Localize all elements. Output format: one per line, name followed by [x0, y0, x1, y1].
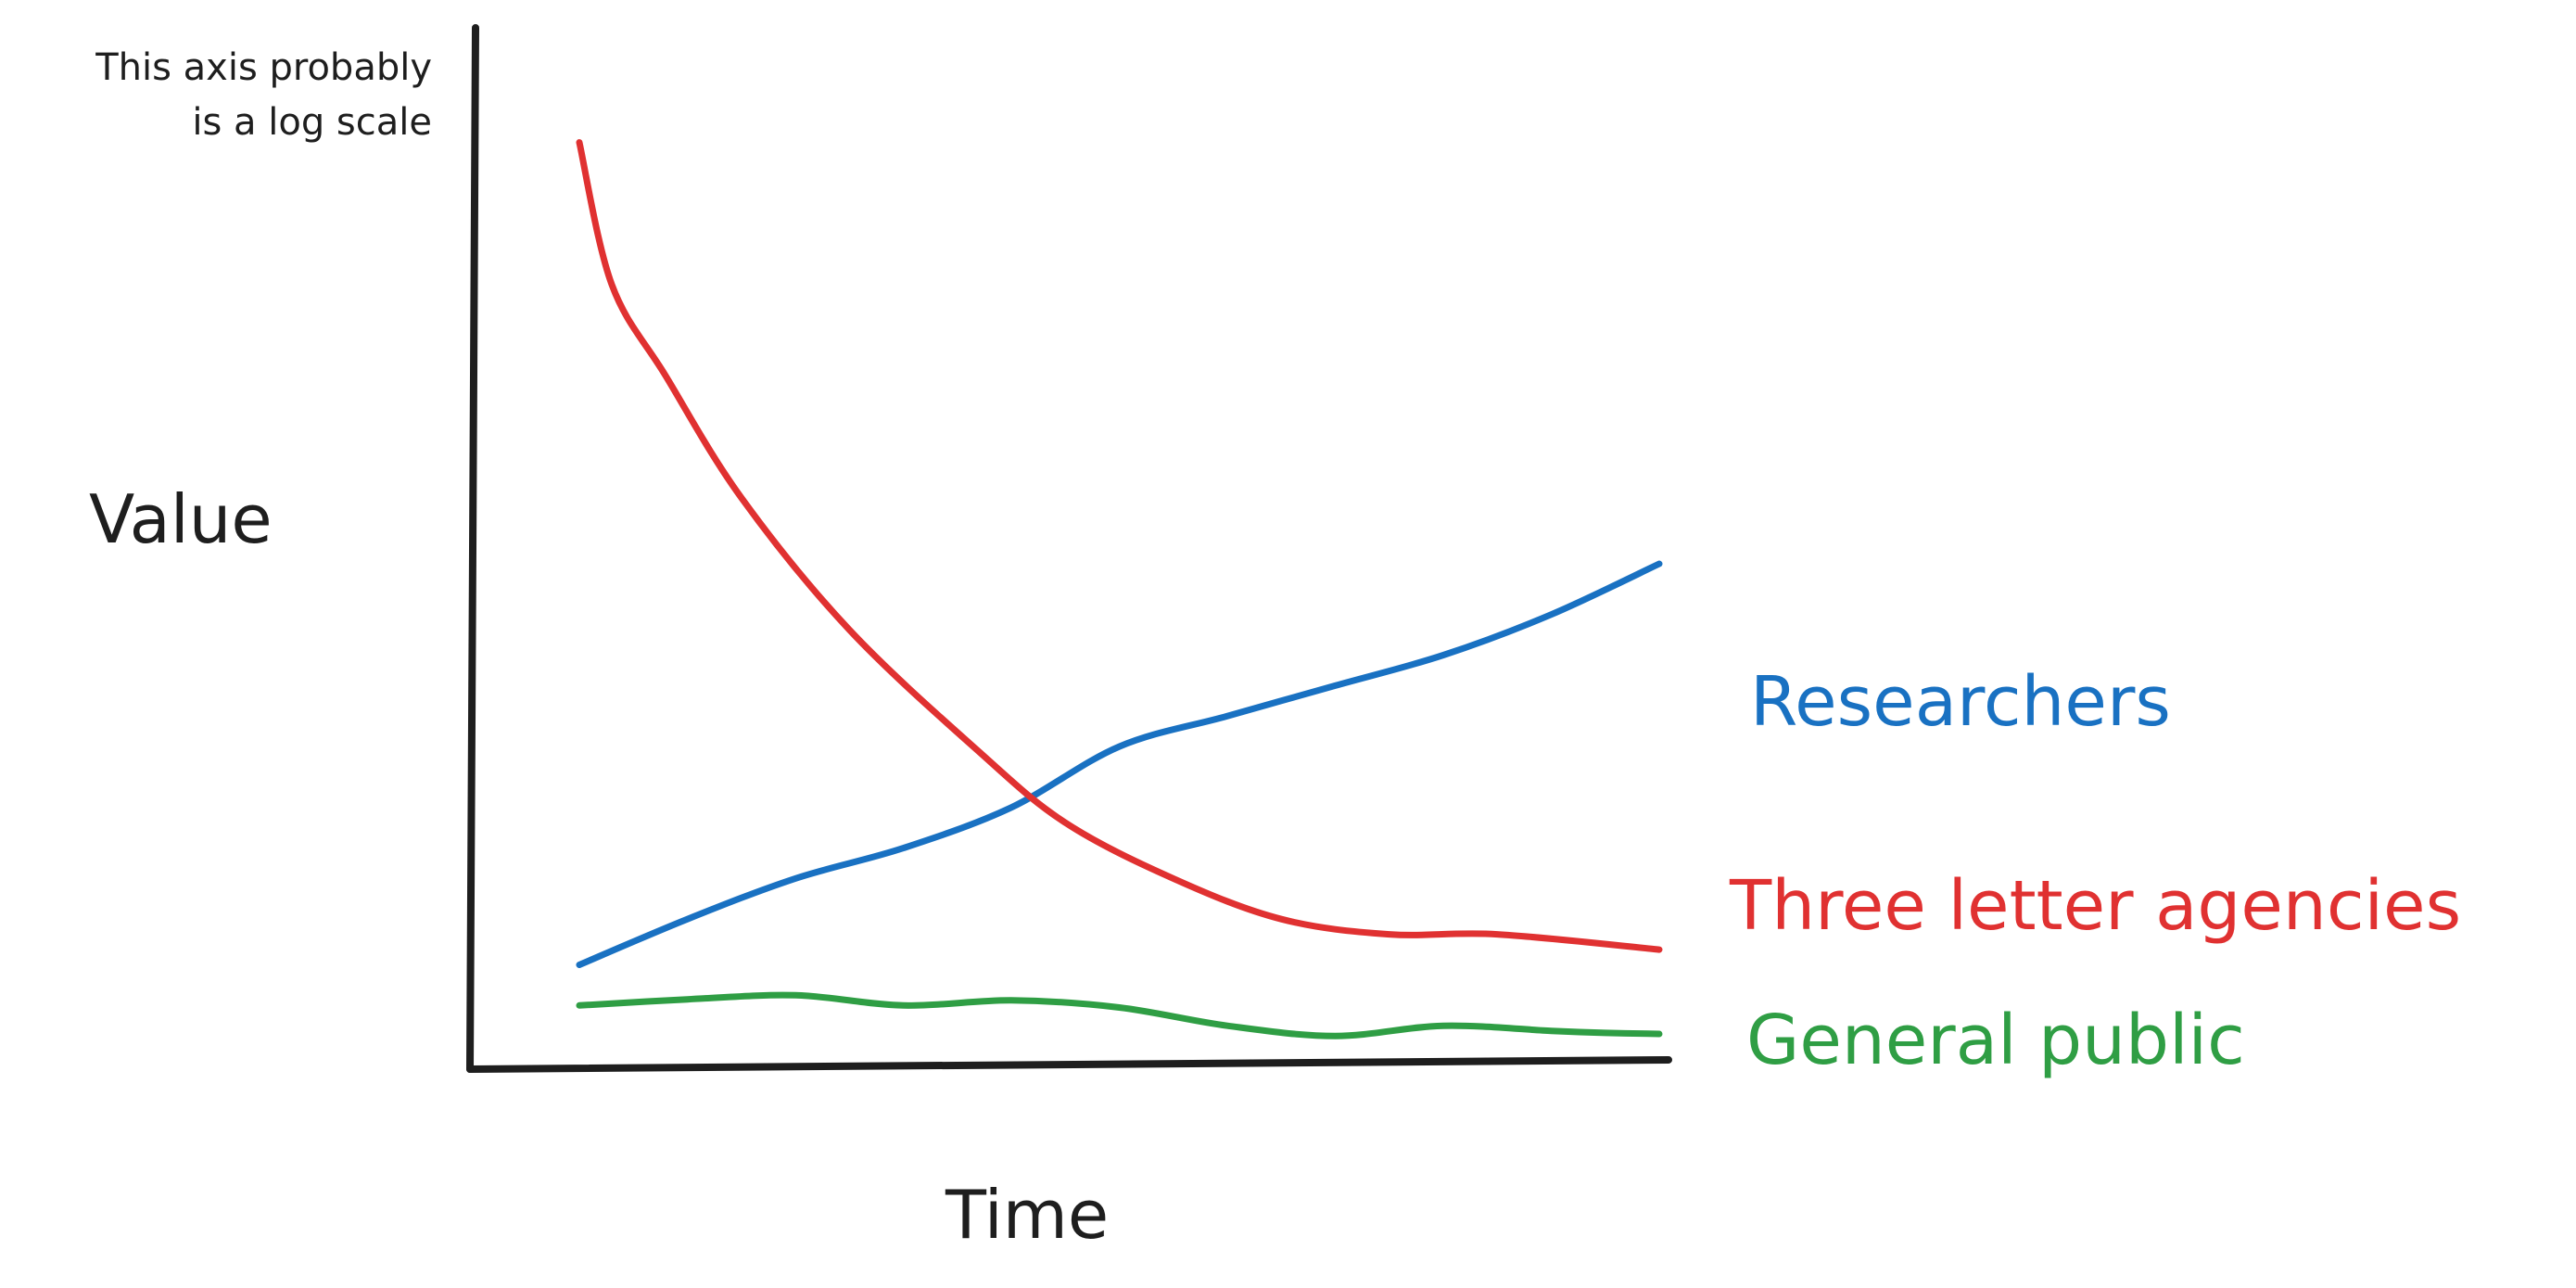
- series-line-three-letter-agencies: [576, 139, 1663, 953]
- x-axis-line: [466, 1056, 1672, 1073]
- series-label-researchers: Researchers: [1750, 662, 2171, 742]
- axis-annotation-line-1: This axis probably: [95, 46, 432, 89]
- y-axis-line: [466, 24, 479, 1073]
- x-axis-label: Time: [945, 1176, 1109, 1254]
- series-line-general-public: [576, 991, 1663, 1039]
- axis-annotation-line-2: is a log scale: [192, 101, 432, 144]
- series-label-three-letter-agencies: Three letter agencies: [1729, 866, 2461, 946]
- y-axis-label: Value: [89, 480, 273, 558]
- series-line-researchers: [576, 560, 1663, 968]
- series-label-general-public: General public: [1746, 1001, 2245, 1080]
